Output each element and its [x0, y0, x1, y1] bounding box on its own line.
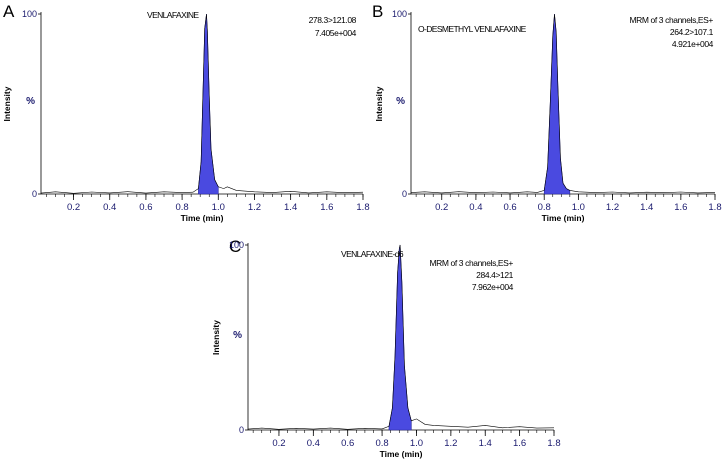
x-axis-title: Time (min)	[380, 449, 423, 459]
chromatogram-trace	[410, 13, 716, 194]
x-tick-label: 0.2	[435, 202, 448, 213]
annotation-text: MRM of 3 channels,ES+	[630, 15, 714, 25]
y-tick-label: 0	[32, 189, 37, 199]
annotation-text: 4.921e+004	[672, 39, 714, 49]
x-tick-label: 0.2	[67, 202, 80, 213]
x-tick-label: 1.2	[606, 202, 619, 213]
y-tick-label: 100	[392, 9, 407, 19]
y-unit-label: %	[396, 96, 405, 107]
peak-area	[543, 13, 571, 195]
annotation-text: 7.962e+004	[472, 282, 514, 292]
x-tick-label: 1.4	[640, 202, 653, 213]
x-tick-label: 0.4	[469, 202, 482, 213]
x-tick-label: 0.2	[272, 438, 285, 449]
y-axis-title: Intensity	[211, 320, 221, 355]
panel-letter: C	[229, 237, 241, 256]
peak-area	[388, 244, 412, 431]
y-tick-label: 100	[229, 240, 244, 250]
chart-panel-a: A 0.2 0.4 0.6 0.8 1.0 1.2 1.4 1.6 1.8 0 100% Intensi…	[2, 2, 370, 223]
x-tick-label: 1.4	[479, 438, 492, 449]
panel-letter: B	[372, 2, 383, 21]
annotation-text: 278.3>121.08	[309, 15, 357, 25]
x-tick-label: 0.4	[103, 202, 116, 213]
annotation-text: MRM of 3 channels,ES+	[430, 258, 514, 268]
x-tick-label: 1.6	[674, 202, 687, 213]
y-axis-title: Intensity	[374, 86, 384, 121]
x-tick-label: 1.2	[248, 202, 261, 213]
y-unit-label: %	[26, 96, 35, 107]
annotation-text: 7.405e+004	[315, 28, 357, 38]
x-tick-label: 0.8	[538, 202, 551, 213]
x-tick-label: 1.0	[410, 438, 423, 449]
chart-panel-b: B 0.2 0.4 0.6 0.8 1.0 1.2 1.4 1.6 1.8 0 100% Intensi…	[372, 2, 722, 223]
x-tick-label: 1.8	[356, 202, 369, 213]
x-tick-label: 1.0	[212, 202, 225, 213]
annotation-text: 284.4>121	[476, 270, 513, 280]
x-tick-label: 1.8	[547, 438, 560, 449]
peak-area	[198, 13, 219, 195]
x-tick-label: 1.6	[320, 202, 333, 213]
y-tick-label: 0	[402, 189, 407, 199]
x-tick-label: 0.4	[307, 438, 320, 449]
compound-label: VENLAFAXINE-d6	[341, 249, 404, 259]
y-axis-title: Intensity	[2, 86, 12, 121]
y-tick-label: 0	[239, 425, 244, 435]
x-tick-label: 0.8	[375, 438, 388, 449]
x-tick-label: 0.6	[503, 202, 516, 213]
x-tick-label: 0.6	[139, 202, 152, 213]
x-tick-label: 0.6	[341, 438, 354, 449]
annotation-text: 264.2>107.1	[670, 27, 714, 37]
y-unit-label: %	[233, 330, 242, 341]
x-axis-title: Time (min)	[542, 213, 585, 223]
chromatogram-trace	[247, 244, 555, 430]
x-tick-label: 1.2	[444, 438, 457, 449]
x-tick-label: 1.6	[513, 438, 526, 449]
compound-label: VENLAFAXINE	[147, 10, 199, 20]
x-tick-label: 1.0	[572, 202, 585, 213]
compound-label: O-DESMETHYL VENLAFAXINE	[418, 24, 527, 34]
panel-letter: A	[3, 2, 15, 21]
x-tick-label: 0.8	[175, 202, 188, 213]
chromatogram-trace	[40, 13, 364, 194]
y-tick-label: 100	[22, 9, 37, 19]
x-axis-title: Time (min)	[181, 213, 224, 223]
chart-panel-c: C 0.2 0.4 0.6 0.8 1.0 1.2 1.4 1.6 1.8 0 100% Intensi…	[211, 237, 561, 459]
x-tick-label: 1.8	[708, 202, 721, 213]
x-tick-label: 1.4	[284, 202, 297, 213]
